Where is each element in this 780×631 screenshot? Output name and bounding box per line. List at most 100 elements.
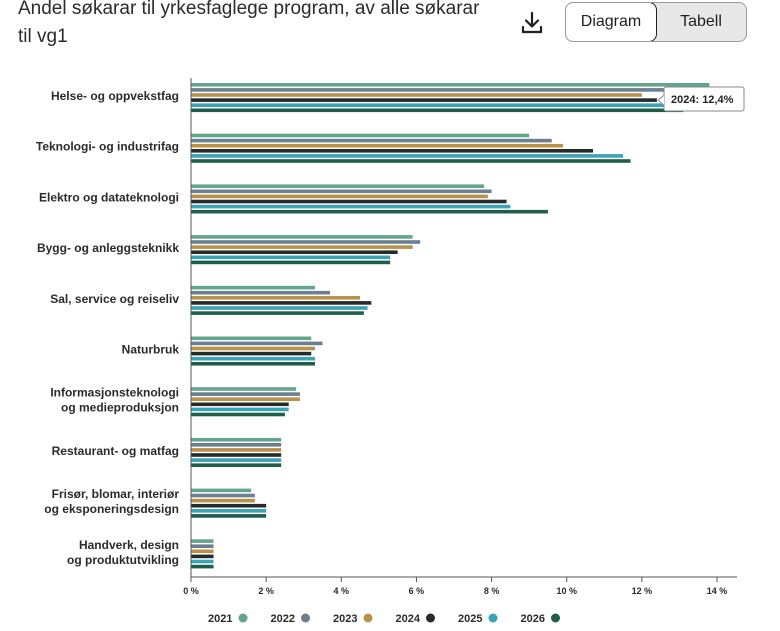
category-label: og produktutvikling xyxy=(67,553,179,567)
bar-2021-4[interactable] xyxy=(191,235,413,239)
bar-2025-8[interactable] xyxy=(191,458,282,462)
legend-marker-2023[interactable] xyxy=(363,613,373,623)
bar-2025-6[interactable] xyxy=(191,356,315,361)
legend-marker-2022[interactable] xyxy=(301,613,310,623)
bar-2022-7[interactable] xyxy=(191,392,300,396)
bar-2021-8[interactable] xyxy=(191,437,282,442)
bar-2026-5[interactable] xyxy=(191,311,364,315)
bar-2026-7[interactable] xyxy=(191,412,285,417)
bar-2026-4[interactable] xyxy=(191,260,391,265)
bar-2021-3[interactable] xyxy=(191,184,485,188)
category-label: Teknologi- og industrifag xyxy=(36,140,179,154)
bar-2025-4[interactable] xyxy=(191,255,391,260)
bar-2023-9[interactable] xyxy=(191,498,255,503)
bar-2026-6[interactable] xyxy=(191,362,315,366)
tabell-toggle-button[interactable]: Tabell xyxy=(680,13,722,30)
bar-2026-3[interactable] xyxy=(191,209,548,214)
legend-label-2024: 2024 xyxy=(396,613,421,625)
x-tick-label: 12 % xyxy=(632,586,653,596)
bar-2022-8[interactable] xyxy=(191,443,282,447)
bar-2025-9[interactable] xyxy=(191,509,267,513)
bar-2024-8[interactable] xyxy=(191,453,282,457)
tooltip-text: 2024: 12,4% xyxy=(671,94,734,106)
legend-marker-2026[interactable] xyxy=(551,613,560,623)
category-label: Bygg- og anleggsteknikk xyxy=(37,241,179,255)
bar-2026-8[interactable] xyxy=(191,463,282,467)
legend-label-2025: 2025 xyxy=(458,613,482,625)
x-tick-label: 4 % xyxy=(334,586,350,596)
bar-2021-1[interactable] xyxy=(191,83,710,87)
bar-2024-2[interactable] xyxy=(191,149,594,153)
bar-chart: Helse- og oppvekstfag Teknologi- og indus… xyxy=(36,78,745,625)
x-tick-label: 0 % xyxy=(183,586,199,596)
bar-2022-4[interactable] xyxy=(191,240,421,244)
bar-2024-1[interactable] xyxy=(191,98,657,102)
category-label: og medieproduksjon xyxy=(61,401,179,415)
bar-2025-3[interactable] xyxy=(191,204,511,209)
legend-marker-2025[interactable] xyxy=(488,613,498,623)
bar-2023-2[interactable] xyxy=(191,143,563,148)
bar-2021-6[interactable] xyxy=(191,336,312,341)
bar-2024-4[interactable] xyxy=(191,250,398,254)
bar-2022-3[interactable] xyxy=(191,189,492,194)
bar-2025-2[interactable] xyxy=(191,154,624,158)
bar-2024-5[interactable] xyxy=(191,301,372,305)
bar-2026-1[interactable] xyxy=(191,108,684,113)
download-icon xyxy=(521,11,543,34)
category-label: og eksponeringsdesign xyxy=(44,502,179,516)
bar-2023-1[interactable] xyxy=(191,93,642,97)
legend-label-2023: 2023 xyxy=(333,613,357,625)
chart-header: Andel søkarar til yrkesfaglege program, … xyxy=(0,0,780,60)
bar-2026-9[interactable] xyxy=(191,514,267,518)
bar-2022-1[interactable] xyxy=(191,88,676,92)
bar-2021-2[interactable] xyxy=(191,133,530,138)
bar-2024-7[interactable] xyxy=(191,402,289,407)
bar-2023-6[interactable] xyxy=(191,346,315,351)
bar-2024-3[interactable] xyxy=(191,199,507,204)
x-tick-label: 2 % xyxy=(258,586,274,596)
x-tick-label: 14 % xyxy=(707,586,728,596)
bar-2023-10[interactable] xyxy=(191,549,214,554)
bar-2023-3[interactable] xyxy=(191,194,488,199)
bar-2026-2[interactable] xyxy=(191,159,631,163)
bar-2021-7[interactable] xyxy=(191,387,297,391)
bar-2021-9[interactable] xyxy=(191,488,252,493)
legend-label-2026: 2026 xyxy=(521,613,545,625)
diagram-toggle-button[interactable]: Diagram xyxy=(566,3,657,41)
bar-2022-9[interactable] xyxy=(191,493,255,498)
bar-2023-4[interactable] xyxy=(191,245,413,249)
chart-title: Andel søkarar til yrkesfaglege program, … xyxy=(18,0,480,47)
legend-marker-2024[interactable] xyxy=(426,613,435,623)
category-label: Handverk, design xyxy=(79,538,179,552)
bar-2021-5[interactable] xyxy=(191,285,315,290)
bar-2025-7[interactable] xyxy=(191,407,289,412)
view-toggle: Diagram Tabell xyxy=(565,2,747,42)
bar-2022-6[interactable] xyxy=(191,341,323,346)
category-label: Restaurant- og matfag xyxy=(52,444,179,458)
legend-label-2022: 2022 xyxy=(271,613,295,625)
download-button[interactable] xyxy=(512,5,552,41)
bar-2022-2[interactable] xyxy=(191,138,552,143)
bar-2024-9[interactable] xyxy=(191,503,267,508)
x-tick-label: 8 % xyxy=(484,586,500,596)
bar-2023-5[interactable] xyxy=(191,296,361,300)
category-label: Naturbruk xyxy=(122,343,180,357)
bar-2025-10[interactable] xyxy=(191,559,214,564)
bar-2021-10[interactable] xyxy=(191,539,214,543)
bar-2025-5[interactable] xyxy=(191,306,368,310)
bar-2023-8[interactable] xyxy=(191,448,282,452)
bar-2025-1[interactable] xyxy=(191,103,672,107)
category-label: Informasjonsteknologi xyxy=(50,386,179,400)
legend-marker-2021[interactable] xyxy=(238,613,248,623)
bar-2024-10[interactable] xyxy=(191,554,214,559)
bar-2022-5[interactable] xyxy=(191,290,331,295)
category-label: Sal, service og reiseliv xyxy=(50,292,179,306)
x-tick-label: 6 % xyxy=(409,586,425,596)
bar-2022-10[interactable] xyxy=(191,544,214,548)
bar-2026-10[interactable] xyxy=(191,564,214,569)
tooltip-pointer xyxy=(657,94,665,106)
bar-2023-7[interactable] xyxy=(191,397,300,401)
legend-label-2021: 2021 xyxy=(208,613,232,625)
bar-2024-6[interactable] xyxy=(191,351,312,356)
category-label: Frisør, blomar, interiør xyxy=(52,487,180,501)
